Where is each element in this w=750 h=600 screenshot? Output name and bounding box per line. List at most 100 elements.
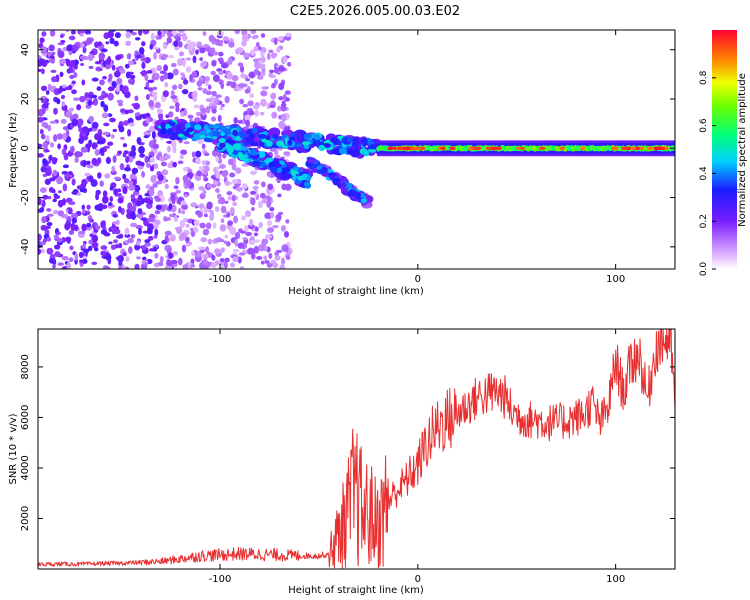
noise-cell xyxy=(155,180,163,185)
noise-cell xyxy=(88,239,93,245)
noise-cell xyxy=(285,219,290,224)
noise-cell xyxy=(113,176,121,181)
noise-cell xyxy=(269,148,276,152)
noise-cell xyxy=(226,80,233,86)
noise-cell xyxy=(68,229,75,236)
noise-cell xyxy=(40,46,48,53)
noise-cell xyxy=(57,87,62,94)
noise-cell xyxy=(267,183,274,190)
noise-cell xyxy=(278,96,284,101)
noise-cell xyxy=(233,215,238,224)
noise-cell xyxy=(212,40,217,45)
noise-cell xyxy=(146,69,153,74)
noise-cell xyxy=(148,99,155,108)
noise-cell xyxy=(139,245,145,249)
noise-cell xyxy=(130,205,137,213)
noise-cell xyxy=(216,193,222,200)
noise-cell xyxy=(51,51,56,55)
noise-cell xyxy=(201,159,207,166)
noise-cell xyxy=(266,200,272,208)
noise-cell xyxy=(285,32,293,38)
noise-cell xyxy=(68,257,74,263)
noise-cell xyxy=(181,210,186,215)
spectrogram-frame xyxy=(37,29,676,270)
noise-cell xyxy=(199,47,206,54)
noise-cell xyxy=(78,251,84,259)
noise-cell xyxy=(190,264,196,268)
noise-cell xyxy=(241,40,247,47)
noise-cell xyxy=(99,79,105,86)
noise-cell xyxy=(142,256,147,261)
noise-cell xyxy=(148,87,154,92)
noise-cell xyxy=(205,246,210,254)
noise-cell xyxy=(205,90,213,96)
noise-cell xyxy=(241,183,248,190)
noise-cell xyxy=(167,145,171,153)
noise-cell xyxy=(177,208,182,214)
noise-cell xyxy=(129,150,137,157)
noise-cell xyxy=(107,113,113,118)
noise-cell xyxy=(220,205,227,214)
noise-cell xyxy=(130,211,136,218)
noise-cell xyxy=(259,111,265,116)
noise-cell xyxy=(117,206,122,213)
noise-cell xyxy=(42,238,48,243)
band-peak xyxy=(411,146,419,151)
noise-cell xyxy=(198,246,206,251)
band-peak xyxy=(620,146,628,151)
noise-cell xyxy=(174,102,180,108)
noise-cell xyxy=(127,78,134,85)
band-peak xyxy=(485,146,492,151)
noise-cell xyxy=(165,114,170,119)
branch-cell xyxy=(340,182,347,188)
noise-cell xyxy=(119,163,125,171)
noise-cell xyxy=(224,180,230,186)
noise-cell xyxy=(278,82,285,91)
noise-cell xyxy=(122,85,129,94)
y-tick-label: -40 xyxy=(20,239,31,255)
noise-cell xyxy=(264,212,272,220)
noise-cell xyxy=(260,260,265,265)
noise-cell xyxy=(68,201,76,206)
noise-cell xyxy=(170,94,178,100)
noise-cell xyxy=(137,194,143,201)
branch-cell xyxy=(246,129,253,136)
noise-cell xyxy=(182,167,189,172)
noise-cell xyxy=(108,73,113,81)
noise-cell xyxy=(141,170,146,178)
noise-cell xyxy=(207,209,214,213)
noise-cell xyxy=(253,232,259,237)
noise-cell xyxy=(91,77,99,82)
noise-cell xyxy=(102,75,107,80)
noise-cell xyxy=(130,32,137,36)
noise-cell xyxy=(274,67,279,74)
noise-cell xyxy=(122,252,127,257)
branch-cell xyxy=(274,163,282,169)
noise-cell xyxy=(203,213,208,218)
branch-cell xyxy=(232,143,242,150)
noise-cell xyxy=(272,262,279,269)
noise-cell xyxy=(245,210,251,218)
noise-cell xyxy=(268,104,276,108)
noise-cell xyxy=(240,266,245,269)
noise-cell xyxy=(266,52,271,61)
snr-ylabel: SNR (10 * v/v) xyxy=(8,413,19,484)
noise-cell xyxy=(53,194,61,200)
noise-cell xyxy=(209,213,215,221)
y-tick-label: 4000 xyxy=(20,455,31,480)
noise-cell xyxy=(47,195,52,200)
band-peak xyxy=(538,146,546,151)
noise-cell xyxy=(146,93,150,101)
noise-cell xyxy=(138,227,142,235)
noise-cell xyxy=(149,165,155,172)
noise-cell xyxy=(181,88,189,95)
noise-cell xyxy=(38,197,42,206)
branch-cell xyxy=(160,122,166,129)
spectrogram-xlabel: Height of straight line (km) xyxy=(288,286,424,297)
noise-cell xyxy=(213,99,218,106)
noise-cell xyxy=(245,231,253,237)
noise-cell xyxy=(195,157,201,165)
branch-cell xyxy=(169,121,176,127)
noise-cell xyxy=(250,252,256,260)
noise-cell xyxy=(61,255,69,261)
